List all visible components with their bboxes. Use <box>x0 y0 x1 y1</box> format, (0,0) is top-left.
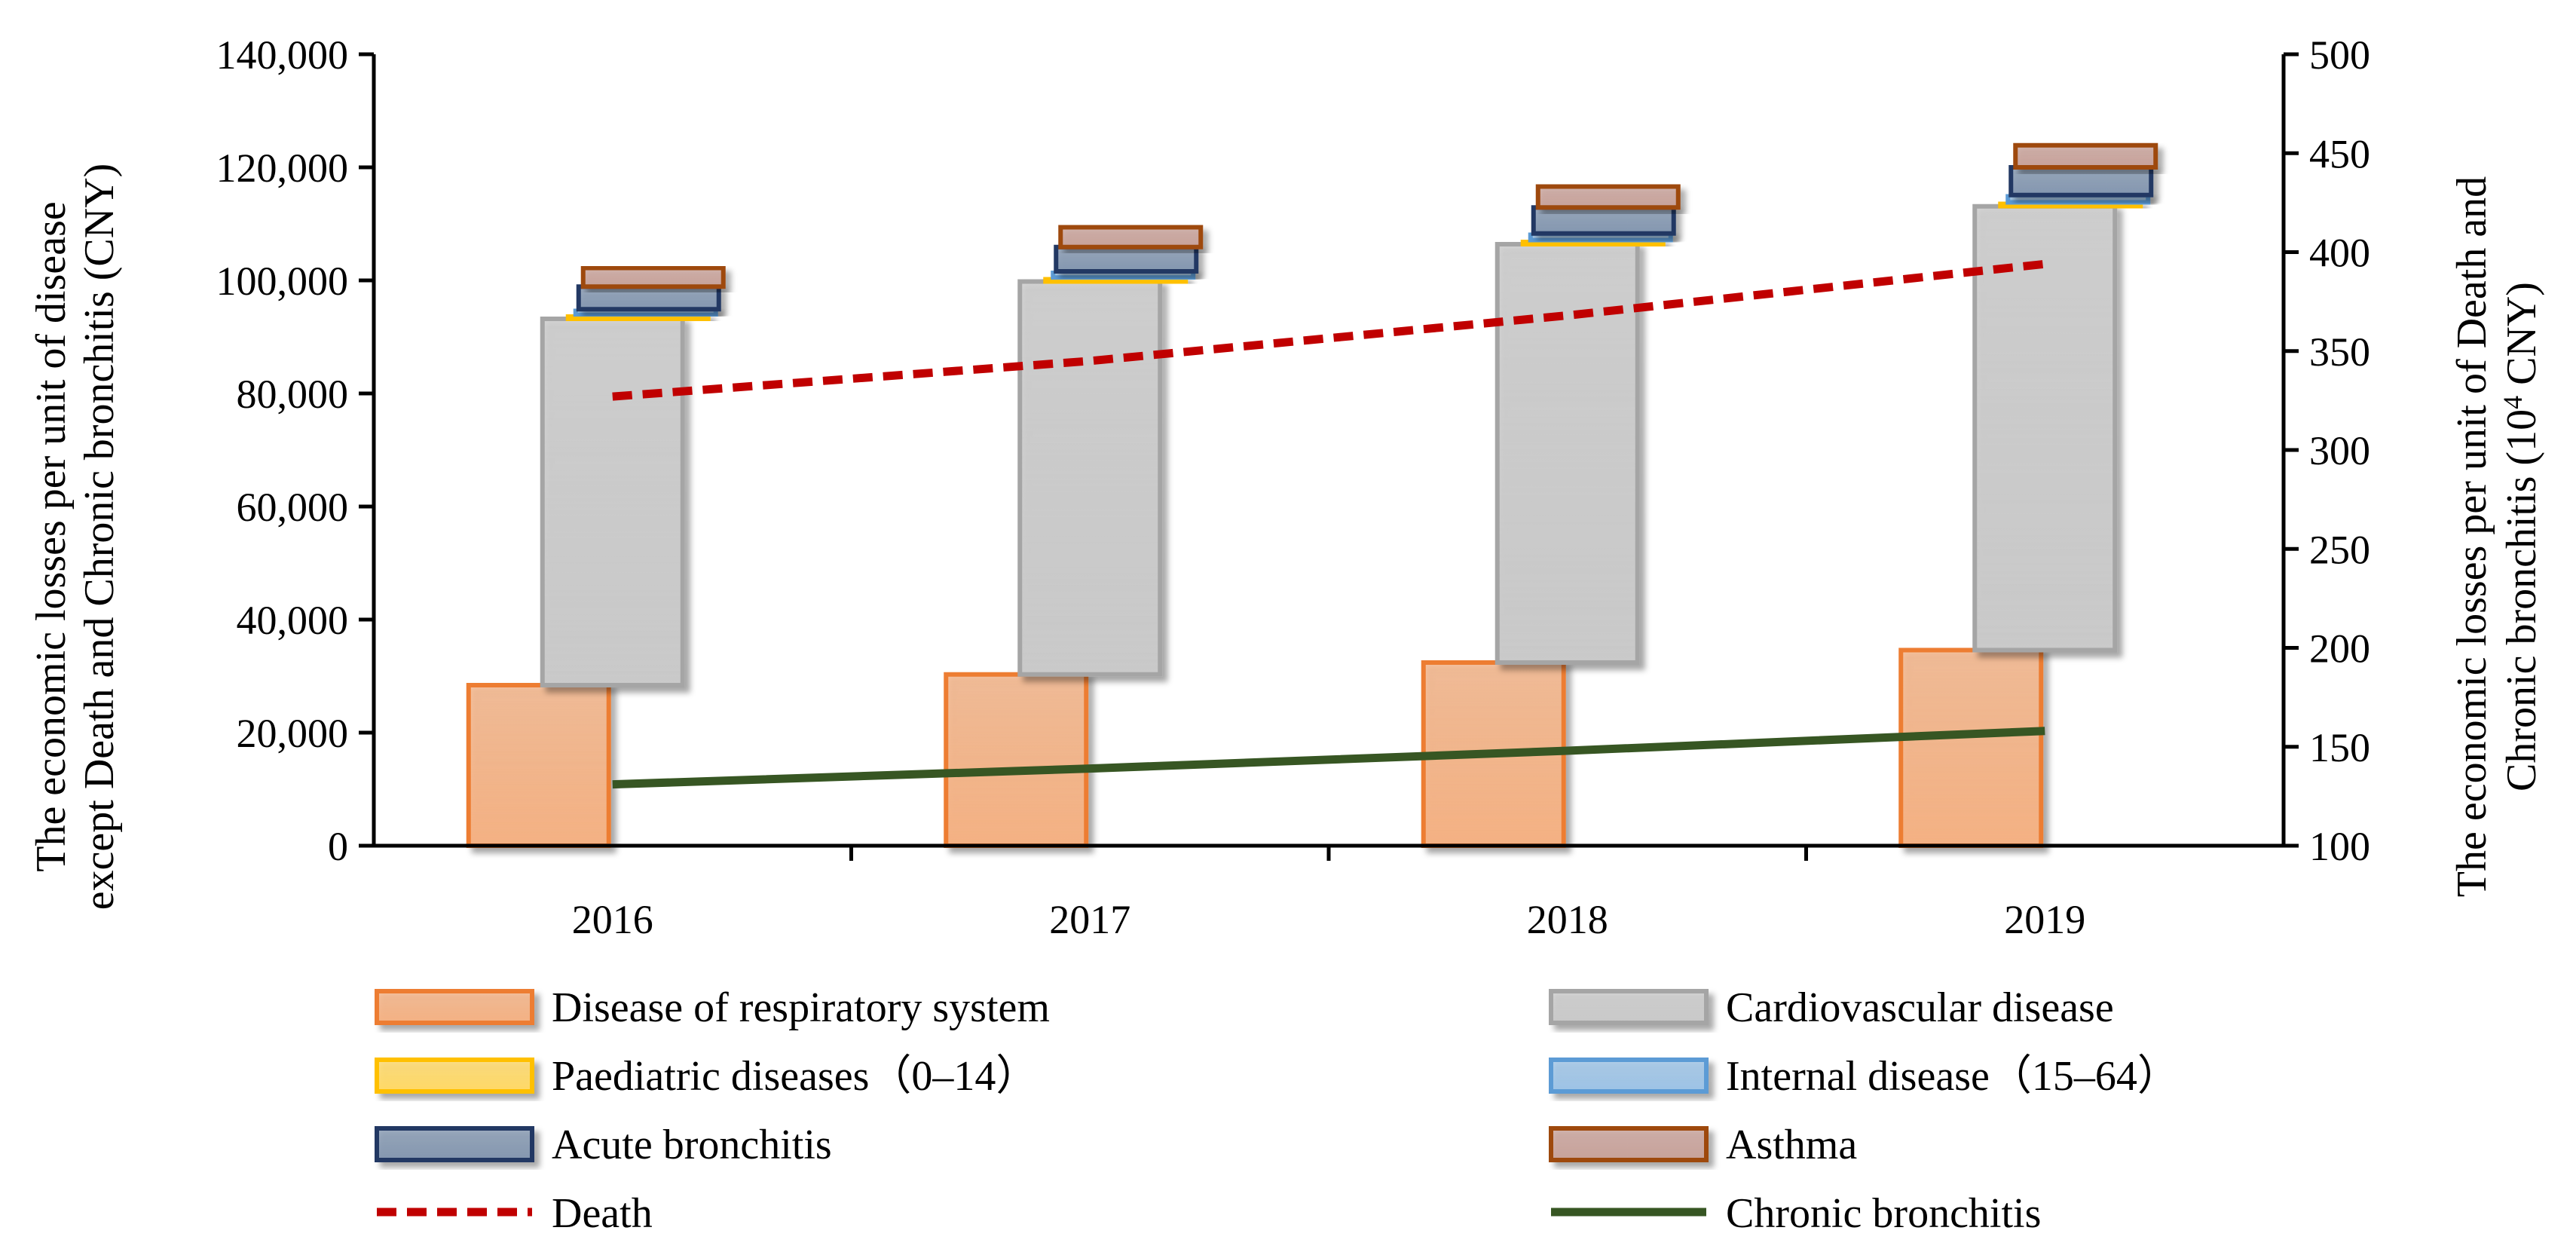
x-axis: 2016 2017 2018 2019 <box>374 843 2284 942</box>
bar-cardio-2019 <box>1972 204 2118 653</box>
left-tick-label: 0 <box>328 824 348 869</box>
bar-acute-2016 <box>576 284 721 312</box>
legend-item-cardio: Cardiovascular disease <box>1549 984 2114 1031</box>
legend-item-internal: Internal disease（15–64） <box>1549 1053 2180 1100</box>
bar-asthma-2019 <box>2013 142 2158 170</box>
left-tick-label: 20,000 <box>237 711 349 756</box>
right-y-axis: 100 150 200 250 300 350 400 450 500 <box>2281 32 2370 869</box>
right-axis-title-line1: The economic losses per unit of Death an… <box>2449 176 2495 897</box>
right-axis-title-line2-prefix: Chronic bronchitis (10 <box>2498 409 2545 791</box>
bar-asthma-2016 <box>580 265 726 289</box>
legend-item-resp: Disease of respiratory system <box>375 984 1050 1031</box>
x-tick-label: 2018 <box>1527 897 1608 942</box>
right-axis-title-superscript: 4 <box>2498 396 2528 409</box>
legend-swatch-internal <box>1549 1058 1709 1094</box>
right-tick-label: 150 <box>2309 725 2370 770</box>
legend-label-internal: Internal disease（15–64） <box>1726 1053 2180 1100</box>
legend-item-chronic: Chronic bronchitis <box>1551 1190 2041 1237</box>
legend-label-asthma: Asthma <box>1726 1122 1857 1168</box>
left-y-axis: 0 20,000 40,000 60,000 80,000 100,000 120,000 1… <box>216 32 376 869</box>
bar-acute-2019 <box>2008 165 2154 197</box>
plot-area <box>466 142 2158 848</box>
right-axis-title-line2-suffix: CNY) <box>2498 282 2545 396</box>
left-tick-label: 120,000 <box>216 145 349 191</box>
right-tick-label: 400 <box>2309 231 2370 276</box>
legend-item-death: Death <box>377 1190 653 1237</box>
legend-swatch-resp <box>375 989 534 1025</box>
left-tick-label: 140,000 <box>216 32 349 78</box>
x-tick-label: 2019 <box>2004 897 2085 942</box>
legend-label-death: Death <box>552 1190 653 1237</box>
legend-label-acute: Acute bronchitis <box>552 1122 832 1168</box>
legend-item-asthma: Asthma <box>1549 1122 1857 1168</box>
legend: Disease of respiratory system Cardiovascu… <box>375 984 2180 1237</box>
legend-label-cardio: Cardiovascular disease <box>1726 984 2114 1031</box>
left-tick-label: 40,000 <box>237 598 349 643</box>
legend-swatch-acute <box>375 1126 534 1162</box>
bar-resp-2017 <box>944 672 1089 848</box>
legend-label-resp: Disease of respiratory system <box>552 984 1050 1031</box>
legend-label-paed: Paediatric diseases（0–14） <box>552 1053 1038 1100</box>
legend-item-acute: Acute bronchitis <box>375 1122 832 1168</box>
bar-acute-2018 <box>1531 205 1676 236</box>
x-tick-label: 2016 <box>572 897 653 942</box>
left-axis-title-line1: The economic losses per unit of disease <box>28 201 75 872</box>
left-tick-label: 80,000 <box>237 372 349 417</box>
bar-cardio-2017 <box>1017 279 1163 677</box>
bar-asthma-2018 <box>1535 184 1681 210</box>
left-tick-label: 60,000 <box>237 485 349 530</box>
legend-swatch-cardio <box>1549 989 1709 1025</box>
legend-item-paed: Paediatric diseases（0–14） <box>375 1053 1038 1100</box>
legend-swatch-paed <box>375 1058 534 1094</box>
right-tick-label: 250 <box>2309 527 2370 572</box>
bar-asthma-2017 <box>1058 225 1204 249</box>
right-tick-label: 450 <box>2309 131 2370 176</box>
right-tick-label: 300 <box>2309 428 2370 473</box>
line-death <box>612 259 2045 401</box>
right-tick-label: 200 <box>2309 626 2370 672</box>
bar-resp-2016 <box>466 683 611 848</box>
right-tick-label: 500 <box>2309 32 2370 78</box>
right-tick-label: 100 <box>2309 824 2370 869</box>
right-tick-label: 350 <box>2309 329 2370 375</box>
left-axis-title-line2: except Death and Chronic bronchitis (CNY… <box>76 164 123 911</box>
bar-acute-2017 <box>1054 244 1199 274</box>
x-tick-label: 2017 <box>1049 897 1130 942</box>
left-tick-label: 100,000 <box>216 259 349 304</box>
legend-swatch-asthma <box>1549 1126 1709 1162</box>
legend-label-chronic: Chronic bronchitis <box>1726 1190 2041 1237</box>
line-chronic <box>612 727 2045 789</box>
bar-cardio-2016 <box>540 317 685 687</box>
bar-resp-2019 <box>1898 647 2044 848</box>
right-axis-title-line2: Chronic bronchitis (104 CNY) <box>2498 282 2545 791</box>
